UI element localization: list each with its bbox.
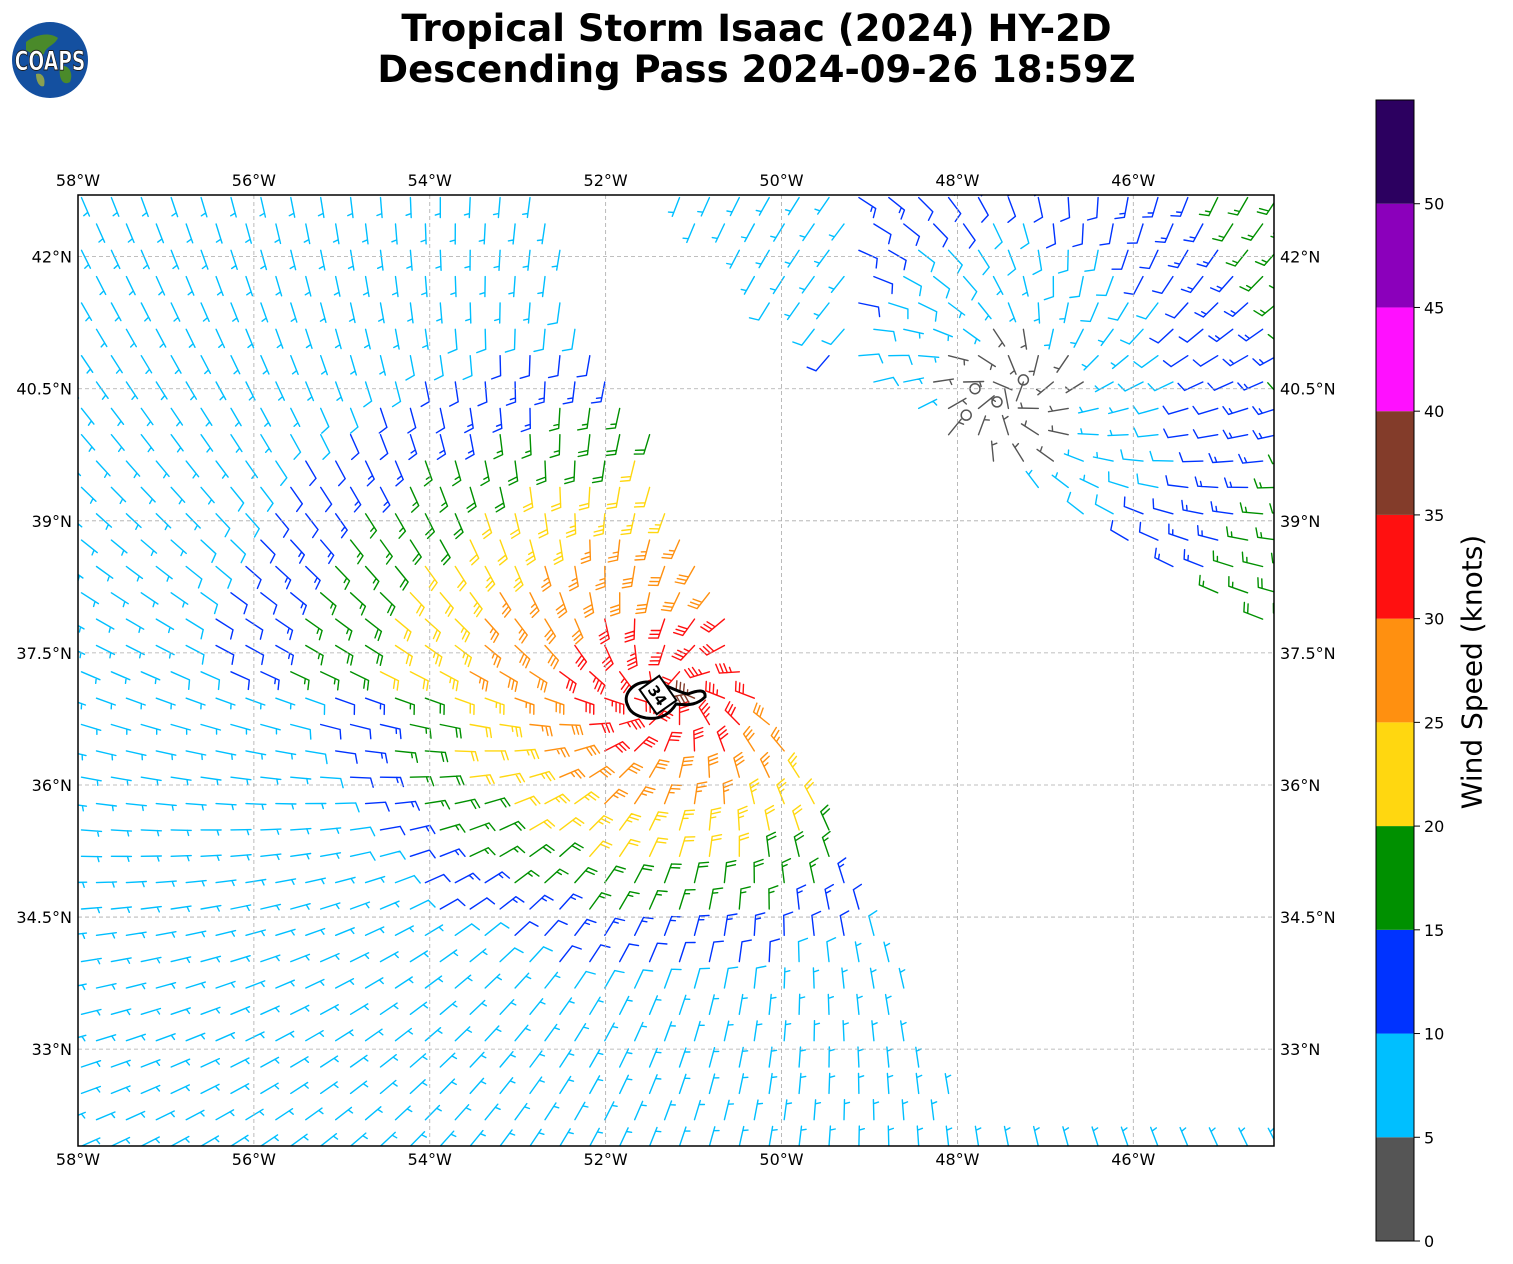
lat-tick-label: 40.5°N (16, 380, 72, 399)
lat-tick-label: 33°N (32, 1040, 72, 1059)
lon-tick-label: 50°W (759, 1150, 803, 1169)
colorbar-tick-label: 30 (1424, 610, 1444, 629)
colorbar-tick-label: 15 (1424, 921, 1444, 940)
chart-title: Tropical Storm Isaac (2024) HY-2D (401, 7, 1112, 50)
calm-circle (960, 409, 972, 421)
logo-text: COAPS (15, 47, 86, 77)
wind-barb-field (78, 195, 1274, 1146)
colorbar-tick-label: 35 (1424, 506, 1444, 525)
colorbar-tick-label: 25 (1424, 713, 1444, 732)
wind-contour-34kt: 34 (624, 674, 707, 720)
colorbar-bin (1376, 411, 1414, 515)
colorbar: 0 5 10 15 20 25 30 35 40 45 50 (1375, 99, 1444, 1251)
colorbar-bin (1376, 722, 1414, 827)
contour-label-box (638, 674, 678, 716)
chart-subtitle: Descending Pass 2024-09-26 18:59Z (377, 48, 1136, 91)
colorbar-bin (1376, 514, 1414, 619)
lat-tick-label: 39°N (32, 512, 72, 531)
lon-tick-label: 58°W (56, 1150, 100, 1169)
colorbar-bin (1376, 1033, 1414, 1138)
axis-tick-labels: 58°W 58°W 56°W 56°W 54°W 54°W 52°W 52°W 50°W 50°W… (16, 171, 1335, 1169)
wind-barbs (290, 196, 1274, 910)
colorbar-bin (1376, 307, 1414, 412)
lat-tick-label: 34.5°N (16, 908, 72, 927)
plot-frame (77, 194, 1275, 1147)
lat-tick-label: 40.5°N (1280, 380, 1336, 399)
coaps-logo: COAPS (12, 22, 88, 98)
wind-barbs (215, 195, 1274, 963)
wind-barbs (933, 328, 1084, 462)
colorbar-frame (1375, 99, 1415, 1242)
contour-34kt-line (624, 680, 707, 720)
lat-tick-label: 33°N (1280, 1040, 1320, 1059)
colorbar-bin (1376, 203, 1414, 308)
lat-tick-label: 42°N (1280, 248, 1320, 267)
wind-barbs (78, 196, 1274, 1146)
colorbar-tick-label: 5 (1424, 1128, 1434, 1147)
lon-tick-label: 56°W (232, 1150, 276, 1169)
gridlines (77, 195, 1274, 1146)
colorbar-tick-label: 20 (1424, 817, 1444, 836)
lat-tick-label: 37.5°N (16, 644, 72, 663)
lon-tick-label: 56°W (232, 171, 276, 190)
lon-tick-label: 48°W (935, 171, 979, 190)
colorbar-tick-label: 50 (1424, 195, 1444, 214)
colorbar-label: Wind Speed (knots) (1455, 534, 1489, 810)
lat-tick-label: 42°N (32, 248, 72, 267)
colorbar-tick-label: 45 (1424, 298, 1444, 317)
calm-circle (991, 396, 1003, 408)
lon-tick-label: 52°W (584, 171, 628, 190)
colorbar-tick-label: 0 (1424, 1232, 1434, 1251)
lon-tick-label: 58°W (56, 171, 100, 190)
lat-tick-label: 37.5°N (1280, 644, 1336, 663)
colorbar-bin (1376, 826, 1414, 930)
lat-tick-label: 36°N (32, 776, 72, 795)
lon-tick-label: 46°W (1111, 171, 1155, 190)
lat-tick-label: 39°N (1280, 512, 1320, 531)
calm-circle (1017, 374, 1030, 386)
lon-tick-label: 50°W (759, 171, 803, 190)
colorbar-tick-label: 40 (1424, 402, 1444, 421)
colorbar-bin (1376, 618, 1414, 723)
lon-tick-label: 46°W (1111, 1150, 1155, 1169)
wind-barbs (379, 460, 815, 857)
colorbar-tick-label: 10 (1424, 1025, 1444, 1044)
colorbar-bin (1376, 929, 1414, 1034)
lat-tick-label: 34.5°N (1280, 908, 1336, 927)
colorbar-bin (1376, 100, 1414, 204)
lon-tick-label: 52°W (584, 1150, 628, 1169)
wind-barbs (469, 539, 785, 805)
colorbar-bin (1376, 1137, 1414, 1241)
lon-tick-label: 54°W (408, 171, 452, 190)
lon-tick-label: 54°W (408, 1150, 452, 1169)
lon-tick-label: 48°W (935, 1150, 979, 1169)
lat-tick-label: 36°N (1280, 776, 1320, 795)
